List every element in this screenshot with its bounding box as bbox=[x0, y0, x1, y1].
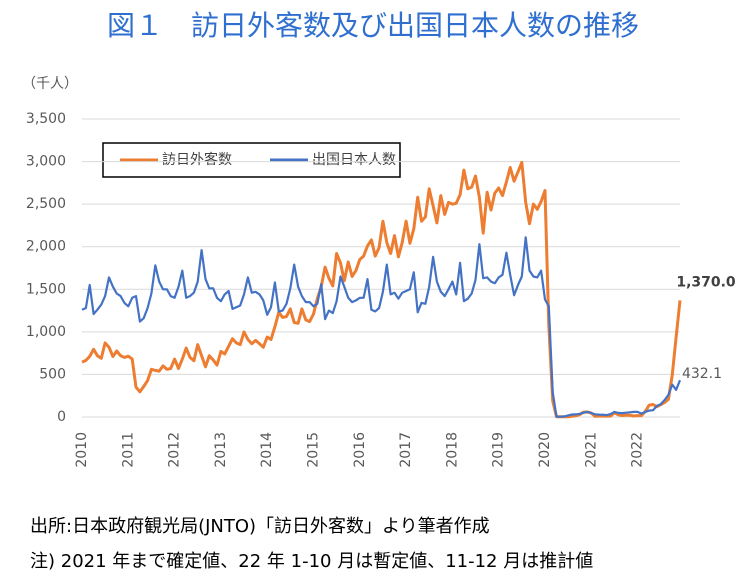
x-tick-label: 2017 bbox=[398, 432, 414, 468]
x-tick-label: 2016 bbox=[352, 432, 368, 468]
y-tick-label: 2,500 bbox=[26, 196, 66, 212]
x-tick-label: 2018 bbox=[444, 432, 460, 468]
x-tick-label: 2021 bbox=[583, 432, 599, 468]
x-tick-label: 2019 bbox=[491, 432, 507, 468]
legend: 訪日外客数 出国日本人数 bbox=[102, 142, 401, 178]
y-tick-label: 2,000 bbox=[26, 239, 66, 255]
y-axis-label: （千人） bbox=[22, 76, 78, 92]
x-tick-label: 2010 bbox=[74, 432, 90, 468]
chart-title: 図１ 訪日外客数及び出国日本人数の推移 bbox=[107, 9, 639, 42]
x-tick-label: 2020 bbox=[537, 432, 553, 468]
y-tick-label: 1,500 bbox=[26, 281, 66, 297]
legend-label: 訪日外客数 bbox=[162, 151, 232, 168]
source-note: 出所:日本政府観光局(JNTO)「訪日外客数」より筆者作成 bbox=[30, 516, 490, 537]
y-tick-label: 3,000 bbox=[26, 154, 66, 170]
x-tick-label: 2015 bbox=[305, 432, 321, 468]
legend-label: 出国日本人数 bbox=[312, 152, 396, 168]
series-line bbox=[81, 236, 682, 418]
footnote: 注) 2021 年まで確定値、22 年 1-10 月は暫定値、11-12 月は推… bbox=[30, 551, 593, 572]
y-tick-label: 0 bbox=[57, 409, 66, 425]
x-tick-label: 2012 bbox=[167, 432, 183, 468]
x-tick-label: 2022 bbox=[630, 432, 646, 468]
x-tick-label: 2013 bbox=[213, 432, 229, 468]
x-tick-label: 2011 bbox=[120, 432, 136, 468]
x-tick-label: 2014 bbox=[259, 432, 275, 468]
y-tick-label: 3,500 bbox=[26, 111, 66, 127]
y-tick-label: 500 bbox=[39, 366, 66, 382]
y-tick-label: 1,000 bbox=[26, 324, 66, 340]
data-label: 432.1 bbox=[682, 366, 722, 382]
data-label: 1,370.0 bbox=[676, 274, 736, 290]
